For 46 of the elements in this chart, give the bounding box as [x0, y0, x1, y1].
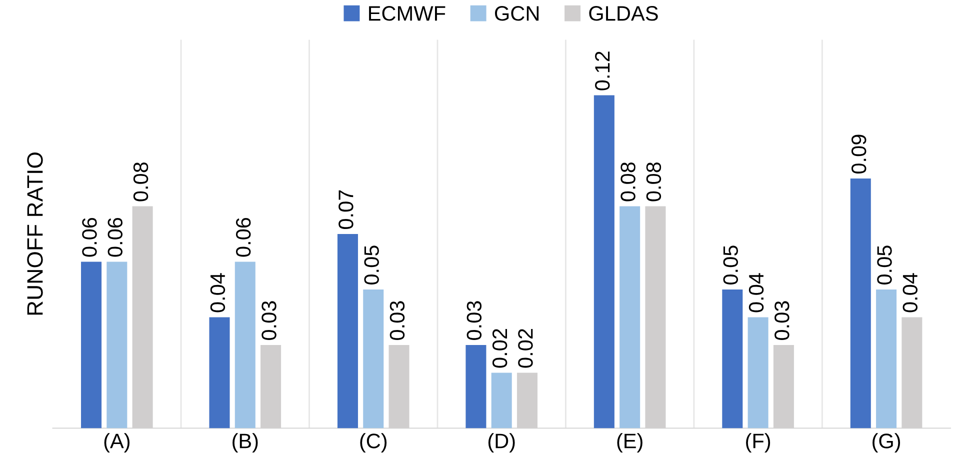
x-tick-label: (C)	[360, 433, 387, 452]
bar	[594, 95, 614, 428]
bar	[850, 178, 871, 428]
data-label: 0.07	[338, 190, 354, 230]
bar	[722, 289, 743, 428]
data-label: 0.03	[390, 301, 405, 340]
bar	[81, 262, 102, 428]
bar	[876, 289, 897, 428]
data-label: 0.06	[236, 218, 251, 257]
data-label: 0.05	[877, 246, 892, 285]
bar	[337, 234, 358, 428]
bar	[748, 317, 768, 428]
y-axis-title: RUNOFF RATIO	[27, 152, 43, 315]
bar	[363, 289, 384, 428]
bar	[466, 344, 486, 428]
legend-label: GCN	[494, 6, 539, 21]
data-label: 0.05	[364, 246, 379, 285]
bar	[491, 372, 512, 428]
legend-label: GLDAS	[589, 6, 658, 21]
x-tick-label: (E)	[617, 433, 642, 452]
data-label: 0.09	[851, 134, 866, 174]
bar	[106, 262, 128, 428]
x-tick-label: (G)	[872, 433, 900, 452]
data-label: 0.03	[774, 301, 790, 340]
data-label: 0.08	[620, 162, 636, 202]
data-label: 0.12	[595, 52, 610, 90]
legend-label: ECMWF	[369, 6, 446, 21]
bar	[209, 317, 230, 428]
data-label: 0.05	[723, 246, 738, 285]
data-label: 0.08	[133, 162, 148, 202]
data-label: 0.04	[748, 273, 764, 312]
data-label: 0.02	[518, 329, 533, 368]
data-label: 0.06	[108, 218, 123, 257]
data-label: 0.03	[466, 301, 482, 340]
data-label: 0.04	[902, 273, 918, 312]
data-label: 0.02	[492, 329, 508, 368]
data-label: 0.03	[262, 301, 276, 340]
data-label: 0.08	[646, 162, 662, 202]
x-tick-label: (A)	[104, 433, 130, 452]
bar	[234, 262, 256, 428]
data-label: 0.06	[82, 218, 97, 257]
x-tick-label: (D)	[488, 433, 515, 452]
data-label: 0.04	[210, 273, 226, 312]
x-tick-label: (B)	[232, 433, 258, 452]
x-tick-label: (F)	[746, 433, 770, 452]
bar	[620, 206, 640, 428]
